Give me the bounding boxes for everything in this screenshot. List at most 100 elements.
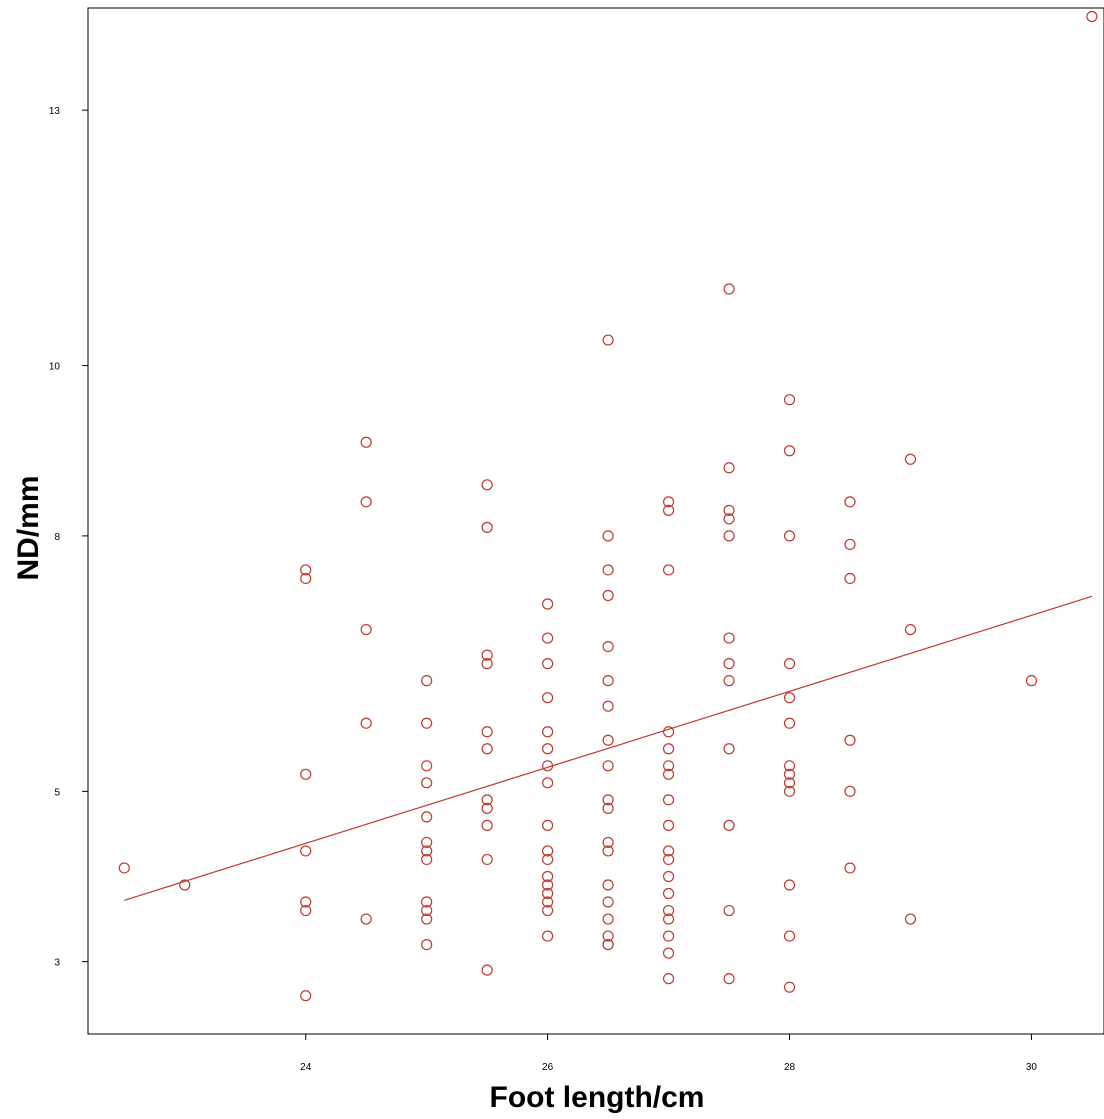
- y-tick-label: 13: [49, 106, 61, 117]
- regression-line: [124, 595, 1093, 901]
- scatter-point: [662, 794, 675, 806]
- scatter-point: [481, 658, 493, 670]
- x-tick-label: 26: [542, 1062, 554, 1073]
- scatter-point: [662, 947, 675, 959]
- scatter-point: [360, 496, 372, 508]
- scatter-point: [662, 768, 675, 780]
- ticks-layer: 24 26 28 30 3 5 8 10 13: [49, 106, 1038, 1073]
- scatter-point: [844, 785, 856, 797]
- plot-frame: [87, 7, 1104, 1035]
- scatter-point: [723, 819, 735, 831]
- scatter-point: [723, 283, 735, 295]
- scatter-point: [783, 445, 796, 457]
- scatter-point: [783, 879, 796, 891]
- scatter-point: [602, 896, 614, 908]
- scatter-point: [662, 930, 675, 942]
- scatter-point: [783, 930, 796, 942]
- scatter-point: [662, 904, 675, 917]
- scatter-point: [481, 649, 493, 661]
- scatter-point: [662, 887, 675, 900]
- scatter-point: [481, 853, 493, 866]
- x-tick-label: 30: [1026, 1062, 1038, 1073]
- scatter-point: [844, 496, 856, 508]
- scatter-point: [844, 572, 856, 585]
- scatter-point: [421, 777, 433, 789]
- scatter-point: [783, 981, 796, 993]
- scatter-point: [783, 777, 796, 789]
- scatter-point: [602, 802, 614, 814]
- scatter-point: [421, 904, 433, 917]
- scatter-point: [421, 836, 433, 849]
- scatter-point: [542, 598, 554, 610]
- scatter-point: [662, 760, 675, 772]
- scatter-point: [118, 862, 130, 874]
- scatter-point: [723, 743, 735, 755]
- scatter-point: [542, 692, 554, 704]
- scatter-point: [662, 819, 675, 831]
- scatter-point: [542, 887, 554, 900]
- scatter-point: [662, 853, 675, 866]
- scatter-point: [542, 632, 554, 644]
- scatter-point: [542, 930, 554, 942]
- scatter-point: [783, 530, 796, 542]
- scatter-point: [723, 973, 735, 985]
- scatter-point: [723, 530, 735, 542]
- scatter-point: [904, 913, 917, 925]
- scatter-point: [481, 743, 493, 755]
- scatter-point: [723, 632, 735, 644]
- scatter-point: [542, 879, 554, 891]
- scatter-point: [421, 675, 433, 687]
- scatter-point: [360, 436, 372, 448]
- scatter-point: [783, 658, 796, 670]
- scatter-point: [179, 879, 191, 891]
- scatter-point: [602, 700, 614, 712]
- scatter-point: [360, 717, 372, 729]
- scatter-point: [1025, 675, 1038, 687]
- scatter-point: [844, 734, 856, 746]
- scatter-point: [421, 717, 433, 729]
- points-layer: [118, 10, 1098, 1002]
- scatter-point: [783, 768, 796, 780]
- scatter-point: [602, 734, 614, 746]
- scatter-point: [602, 913, 614, 925]
- x-axis-title: Foot length/cm: [490, 1081, 705, 1114]
- scatter-point: [783, 394, 796, 406]
- x-tick-label: 28: [784, 1062, 796, 1073]
- scatter-point: [421, 938, 433, 951]
- scatter-point: [602, 836, 614, 849]
- scatter-point: [542, 819, 554, 831]
- scatter-point: [542, 726, 554, 738]
- scatter-point: [662, 496, 675, 508]
- y-tick-label: 10: [49, 362, 61, 373]
- scatter-point: [542, 658, 554, 670]
- scatter-point: [662, 726, 675, 738]
- scatter-point: [602, 334, 614, 346]
- scatter-point: [602, 930, 614, 942]
- scatter-point: [542, 904, 554, 917]
- scatter-point: [421, 845, 433, 857]
- scatter-point: [602, 845, 614, 857]
- scatter-point: [481, 794, 493, 806]
- scatter-point: [542, 853, 554, 866]
- y-tick-label: 5: [54, 787, 60, 798]
- scatter-point: [904, 453, 917, 465]
- scatter-point: [783, 760, 796, 772]
- scatter-point: [421, 760, 433, 772]
- scatter-point: [300, 564, 312, 576]
- scatter-point: [723, 504, 735, 516]
- scatter-point: [542, 777, 554, 789]
- scatter-point: [421, 913, 433, 925]
- scatter-point: [602, 640, 614, 653]
- scatter-point: [662, 504, 675, 516]
- y-tick-label: 8: [54, 532, 60, 543]
- scatter-point: [602, 760, 614, 772]
- scatter-point: [662, 564, 675, 576]
- scatter-point: [360, 913, 372, 925]
- scatter-point: [783, 692, 796, 704]
- scatter-point: [783, 785, 796, 797]
- scatter-point: [723, 462, 735, 474]
- scatter-point: [421, 896, 433, 908]
- scatter-point: [481, 819, 493, 831]
- scatter-point: [421, 811, 433, 823]
